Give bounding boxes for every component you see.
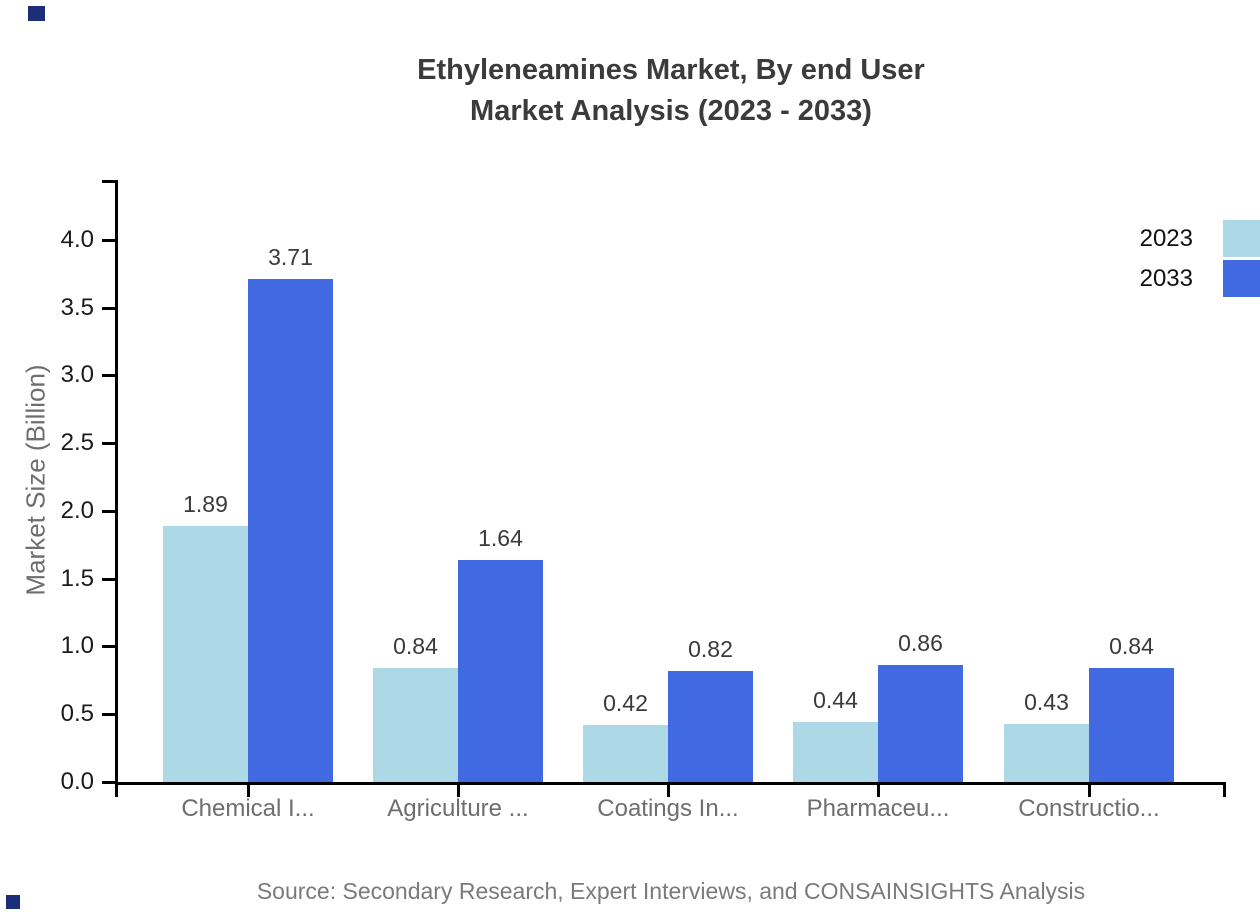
source-note: Source: Secondary Research, Expert Inter… bbox=[256, 878, 1086, 904]
y-tick bbox=[102, 713, 115, 716]
y-tick-label: 1.5 bbox=[60, 565, 94, 592]
bar-2033-4 bbox=[1089, 668, 1174, 782]
corner-marker-bottom-left bbox=[6, 895, 20, 909]
legend-swatch-2023 bbox=[1223, 220, 1260, 257]
y-tick-label: 2.0 bbox=[60, 497, 94, 524]
x-category-label: Agriculture ... bbox=[387, 795, 529, 822]
x-category-label: Constructio... bbox=[1018, 795, 1160, 822]
y-tick bbox=[102, 374, 115, 377]
x-axis-spine bbox=[115, 782, 1226, 785]
bar-2023-2 bbox=[583, 725, 668, 782]
value-label-2033-2: 0.82 bbox=[688, 636, 733, 662]
value-label-2033-1: 1.64 bbox=[478, 525, 523, 551]
y-tick-label: 3.5 bbox=[60, 294, 94, 321]
x-tick bbox=[457, 785, 460, 797]
x-tick bbox=[877, 785, 880, 797]
bar-2033-3 bbox=[878, 665, 963, 782]
legend-swatch-2033 bbox=[1223, 260, 1260, 297]
x-category-label: Coatings In... bbox=[597, 795, 739, 822]
y-tick bbox=[102, 578, 115, 581]
x-tick bbox=[115, 785, 118, 797]
value-label-2023-2: 0.42 bbox=[603, 690, 648, 716]
y-tick bbox=[102, 781, 115, 784]
legend-label-2033: 2033 bbox=[1139, 265, 1193, 292]
x-category-label: Chemical I... bbox=[181, 795, 315, 822]
x-tick bbox=[1088, 785, 1091, 797]
bar-2033-2 bbox=[668, 671, 753, 782]
bar-2033-1 bbox=[458, 560, 543, 782]
chart-title-line1: Ethyleneamines Market, By end User bbox=[417, 54, 925, 86]
y-axis-spine bbox=[115, 180, 118, 785]
y-tick-label: 4.0 bbox=[60, 226, 94, 253]
y-tick bbox=[102, 239, 115, 242]
bar-2023-1 bbox=[373, 668, 458, 782]
y-axis-end-cap bbox=[102, 180, 115, 183]
y-tick-label: 0.0 bbox=[60, 768, 94, 795]
value-label-2023-0: 1.89 bbox=[183, 491, 228, 517]
y-axis-title: Market Size (Billion) bbox=[20, 364, 51, 596]
y-tick bbox=[102, 510, 115, 513]
x-tick bbox=[667, 785, 670, 797]
y-tick bbox=[102, 442, 115, 445]
chart-title: Ethyleneamines Market, By end User Marke… bbox=[118, 50, 1224, 132]
y-tick-label: 1.0 bbox=[60, 632, 94, 659]
chart-title-line2: Market Analysis (2023 - 2033) bbox=[470, 95, 872, 127]
y-tick bbox=[102, 307, 115, 310]
y-tick-label: 3.0 bbox=[60, 361, 94, 388]
legend-label-2023: 2023 bbox=[1139, 225, 1193, 252]
y-tick-label: 2.5 bbox=[60, 429, 94, 456]
x-category-label: Pharmaceu... bbox=[806, 795, 950, 822]
y-tick-label: 0.5 bbox=[60, 700, 94, 727]
corner-marker-top-left bbox=[28, 6, 45, 21]
bar-2023-4 bbox=[1004, 724, 1089, 782]
value-label-2023-1: 0.84 bbox=[393, 633, 438, 659]
value-label-2033-4: 0.84 bbox=[1109, 633, 1154, 659]
bar-2033-0 bbox=[248, 279, 333, 782]
y-tick bbox=[102, 645, 115, 648]
x-axis-end-cap bbox=[1223, 785, 1226, 797]
bar-2023-0 bbox=[163, 526, 248, 782]
value-label-2023-4: 0.43 bbox=[1024, 689, 1069, 715]
value-label-2033-3: 0.86 bbox=[898, 630, 943, 656]
value-label-2023-3: 0.44 bbox=[813, 687, 858, 713]
bar-2023-3 bbox=[793, 722, 878, 782]
x-tick bbox=[247, 785, 250, 797]
value-label-2033-0: 3.71 bbox=[268, 244, 313, 270]
